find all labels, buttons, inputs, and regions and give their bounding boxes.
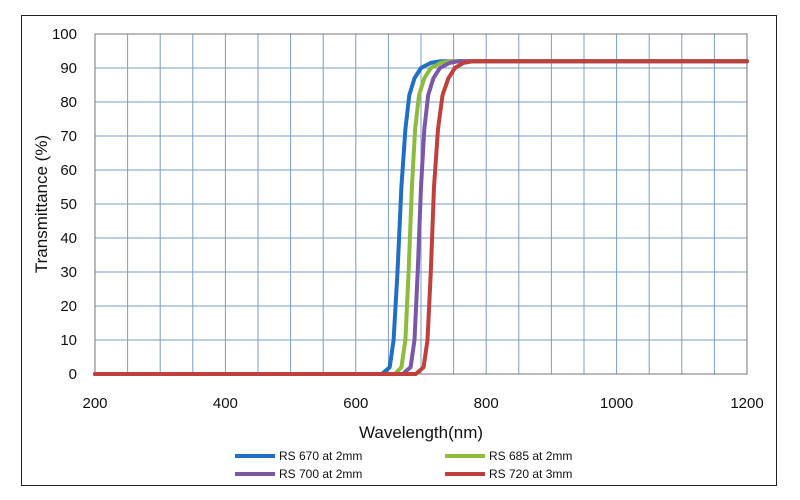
y-tick-label: 0 xyxy=(69,366,77,383)
legend-label: RS 720 at 3mm xyxy=(489,467,572,481)
y-tick-label: 100 xyxy=(52,26,77,43)
y-tick-label: 30 xyxy=(60,264,77,281)
x-tick-label: 400 xyxy=(213,395,238,412)
y-tick-label: 40 xyxy=(60,230,77,247)
legend-label: RS 685 at 2mm xyxy=(489,449,572,463)
legend: RS 670 at 2mm RS 685 at 2mm RS 700 at 2mm R… xyxy=(235,449,572,481)
x-tick-label: 1000 xyxy=(600,395,633,412)
y-tick-label: 70 xyxy=(60,128,77,145)
tick-labels: 200 400 600 800 1000 1200 0 10 20 30 40 50 60 70 80 90 1… xyxy=(52,26,764,412)
x-axis-title: Wavelength(nm) xyxy=(359,423,483,442)
plot-border xyxy=(94,33,748,375)
x-tick-label: 1200 xyxy=(730,395,763,412)
x-tick-label: 800 xyxy=(474,395,499,412)
y-tick-label: 50 xyxy=(60,196,77,213)
y-tick-label: 20 xyxy=(60,298,77,315)
series-lines xyxy=(93,59,749,376)
y-tick-label: 60 xyxy=(60,162,77,179)
series-line xyxy=(93,59,749,376)
y-tick-label: 10 xyxy=(60,332,77,349)
legend-label: RS 700 at 2mm xyxy=(279,467,362,481)
x-tick-label: 200 xyxy=(82,395,107,412)
y-axis-title: Transmittance (%) xyxy=(32,135,51,273)
y-tick-label: 80 xyxy=(60,94,77,111)
legend-label: RS 670 at 2mm xyxy=(279,449,362,463)
x-tick-label: 600 xyxy=(343,395,368,412)
y-tick-label: 90 xyxy=(60,60,77,77)
